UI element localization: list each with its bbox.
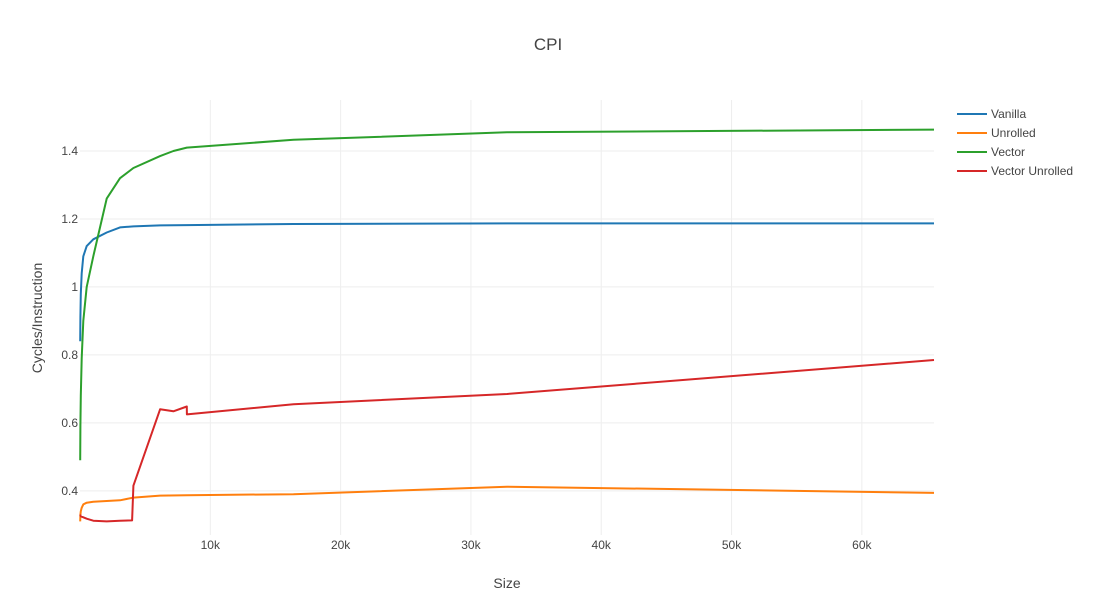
x-tick-label: 50k [722,538,742,552]
legend-label: Unrolled [991,126,1036,140]
grid-layer [80,100,934,535]
chart-title: CPI [534,35,562,54]
x-tick-label: 40k [592,538,612,552]
legend-item-vector[interactable]: Vector [957,145,1025,159]
x-tick-label: 10k [201,538,221,552]
legend-label: Vector [991,145,1025,159]
y-tick-label: 1 [71,280,78,294]
x-tick-label: 60k [852,538,872,552]
y-axis-title: Cycles/Instruction [29,263,45,373]
x-axis-ticks: 10k 20k 30k 40k 50k 60k [201,538,873,552]
legend-label: Vector Unrolled [991,164,1073,178]
series-layer [79,128,935,523]
x-tick-label: 20k [331,538,351,552]
legend[interactable]: Vanilla Unrolled Vector Vector Unrolled [957,107,1073,178]
x-axis-title: Size [493,575,520,591]
series-line-vector-unrolled[interactable] [79,359,935,523]
y-tick-label: 1.4 [61,144,78,158]
y-tick-label: 0.6 [61,416,78,430]
series-line-vector[interactable] [79,128,935,461]
y-tick-label: 0.8 [61,348,78,362]
series-line-vanilla[interactable] [79,222,934,342]
legend-item-vanilla[interactable]: Vanilla [957,107,1026,121]
y-tick-label: 1.2 [61,212,78,226]
legend-item-unrolled[interactable]: Unrolled [957,126,1036,140]
x-tick-label: 30k [461,538,481,552]
legend-label: Vanilla [991,107,1026,121]
y-axis-ticks: 0.4 0.6 0.8 1 1.2 1.4 [61,144,78,498]
series-line-unrolled[interactable] [79,485,935,522]
legend-item-vector-unrolled[interactable]: Vector Unrolled [957,164,1073,178]
y-tick-label: 0.4 [61,484,78,498]
